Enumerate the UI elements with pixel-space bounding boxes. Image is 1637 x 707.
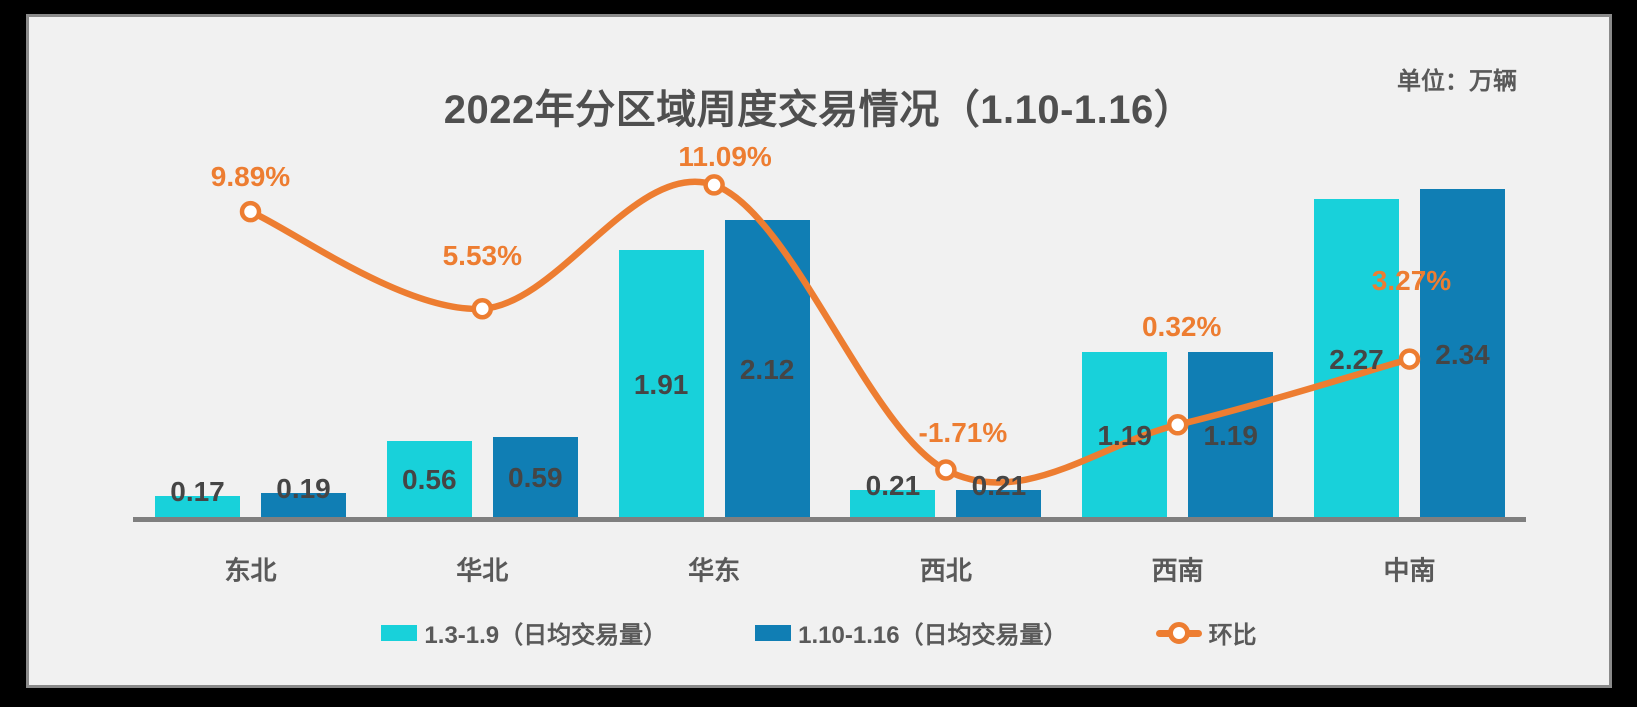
bar-value-label: 1.19 [1203,419,1258,451]
ratio-percent-label: 5.53% [442,239,522,271]
x-axis-label: 华北 [456,555,509,586]
x-axis-label: 华东 [688,555,741,586]
legend-label-week2: 1.10-1.16（日均交易量） [798,622,1068,649]
bar [155,495,240,520]
bar [850,490,936,520]
legend-label-week1: 1.3-1.9（日均交易量） [424,622,668,649]
line-point-marker [239,200,262,223]
bar-value-label: 1.91 [633,368,689,400]
ratio-percent-label: 9.89% [210,160,291,192]
bar-value-label: 0.59 [508,462,563,494]
line-point-marker [1166,414,1189,436]
x-axis-label: 东北 [224,555,277,586]
line-point-marker [471,297,494,320]
unit-label: 单位：万辆 [1397,68,1517,95]
plot-area: 0.17 0.19 9.89% 东北 0.56 0.59 5.53% 华北 1.91 2.12 11… [29,17,1615,691]
ratio-percent-label: -1.71% [918,416,1008,448]
bar-value-label: 0.56 [402,464,457,496]
bar-value-label: 0.17 [170,475,225,507]
line-point-marker [1398,348,1421,370]
x-axis-label: 中南 [1383,555,1436,586]
bar [261,493,346,520]
ratio-percent-label: 3.27% [1371,265,1452,297]
bar-value-label: 0.21 [865,470,921,502]
cyan-bar-swatch-icon [381,624,418,641]
bar-value-label: 1.19 [1097,419,1152,451]
bar [956,490,1042,520]
bar [1420,189,1505,520]
x-axis-line [133,517,1526,522]
bar-value-label: 2.12 [739,354,795,386]
legend: 1.3-1.9（日均交易量） 1.10-1.16（日均交易量） 环比 [29,615,1609,650]
legend-label-ratio: 环比 [1208,622,1257,649]
ratio-percent-label: 11.09% [678,140,772,172]
chart-title: 2022年分区域周度交易情况（1.10-1.16） [443,88,1195,132]
blue-bar-swatch-icon [755,624,792,641]
bar-value-label: 0.21 [971,470,1027,502]
x-axis-label: 西北 [919,555,972,586]
legend-item-ratio: 环比 [1155,615,1257,650]
legend-item-week2: 1.10-1.16（日均交易量） [755,615,1068,650]
line-point-marker [935,459,957,481]
ratio-percent-label: 0.32% [1141,310,1222,342]
chart-panel: 2022年分区域周度交易情况（1.10-1.16） 单位：万辆 0.17 0.19… [26,14,1612,688]
bar-value-label: 2.34 [1435,338,1490,370]
bar-value-label: 0.19 [276,473,331,505]
line-point-marker [703,174,725,196]
legend-item-week1: 1.3-1.9（日均交易量） [381,615,667,650]
x-axis-label: 西南 [1151,555,1204,586]
bar-value-label: 2.27 [1329,343,1384,375]
orange-line-marker-icon [1155,621,1202,645]
